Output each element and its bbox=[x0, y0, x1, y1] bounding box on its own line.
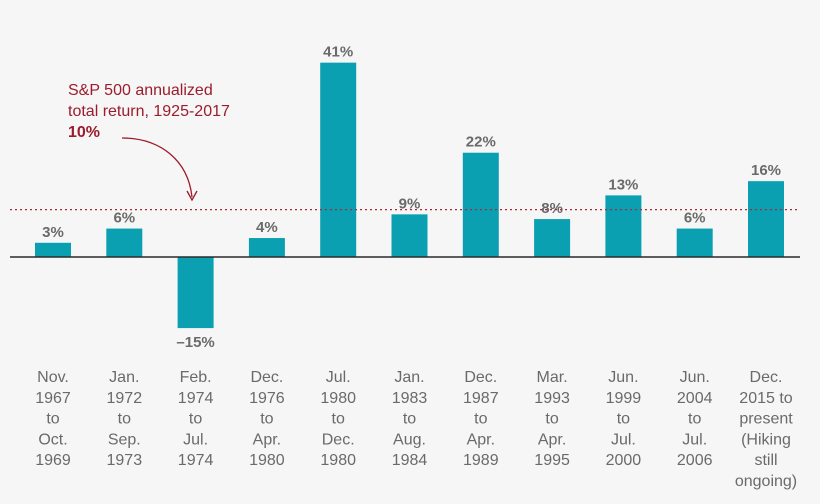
category-label: to bbox=[189, 411, 202, 428]
category-label: to bbox=[403, 411, 416, 428]
category-label: 1995 bbox=[534, 452, 570, 469]
bar-value-label: 13% bbox=[608, 176, 638, 193]
category-label: Dec. bbox=[464, 369, 497, 386]
category-label: Jul. bbox=[326, 369, 351, 386]
category-label: Mar. bbox=[537, 369, 568, 386]
bar bbox=[676, 228, 713, 257]
bar-value-label: –15% bbox=[176, 334, 214, 351]
annotation-line-2: total return, 1925-2017 bbox=[68, 103, 230, 120]
bar-value-label: 9% bbox=[399, 195, 421, 212]
category-label: still bbox=[754, 452, 777, 469]
bar bbox=[534, 219, 571, 257]
category-label: Jan. bbox=[109, 369, 139, 386]
annotation-arrow bbox=[121, 137, 193, 198]
bar-value-label: 41% bbox=[323, 44, 353, 61]
bar-value-label: 4% bbox=[256, 219, 278, 236]
category-label: to bbox=[260, 411, 273, 428]
category-labels-group: Nov. 1967 to Oct. 1969 Jan. 1972 to Sep. 1973 Feb.… bbox=[35, 369, 797, 490]
bar bbox=[35, 242, 71, 257]
bar-value-label: 6% bbox=[113, 210, 135, 227]
bar-value-label: 3% bbox=[42, 224, 64, 241]
category-label: 1976 bbox=[249, 390, 285, 407]
bars-group bbox=[35, 62, 784, 329]
category-label: to bbox=[474, 411, 487, 428]
bar bbox=[748, 181, 784, 257]
category-label: to bbox=[118, 411, 131, 428]
category-label: Jul. bbox=[183, 431, 208, 448]
category-label: 1972 bbox=[107, 390, 143, 407]
category-label: 1989 bbox=[463, 452, 499, 469]
category-label: Dec. bbox=[750, 369, 783, 386]
category-label: 1987 bbox=[463, 390, 499, 407]
category-label: 2006 bbox=[677, 452, 713, 469]
category-label: Jun. bbox=[608, 369, 638, 386]
bar-value-label: 8% bbox=[541, 200, 563, 217]
bar-value-label: 6% bbox=[684, 210, 706, 227]
category-label: 1984 bbox=[392, 452, 428, 469]
category-label: Jul. bbox=[611, 431, 636, 448]
category-label: to bbox=[46, 411, 59, 428]
category-label: 1993 bbox=[534, 390, 570, 407]
category-label: ongoing) bbox=[735, 473, 797, 490]
annotation: S&P 500 annualized total return, 1925-20… bbox=[68, 82, 230, 202]
category-label: Dec. bbox=[250, 369, 283, 386]
category-label: 1969 bbox=[35, 452, 71, 469]
category-label: 1980 bbox=[320, 390, 356, 407]
category-label: 1999 bbox=[606, 390, 642, 407]
category-label: Sep. bbox=[108, 431, 141, 448]
category-label: Apr. bbox=[467, 431, 495, 448]
category-label: 1974 bbox=[178, 452, 214, 469]
category-label: to bbox=[332, 411, 345, 428]
bar bbox=[106, 228, 143, 257]
category-label: Apr. bbox=[538, 431, 566, 448]
category-label: Oct. bbox=[38, 431, 67, 448]
bar-value-label: 16% bbox=[751, 162, 781, 179]
annotation-value: 10% bbox=[68, 124, 100, 141]
bar bbox=[248, 238, 285, 257]
bar bbox=[320, 62, 357, 257]
annotation-line-1: S&P 500 annualized bbox=[68, 82, 213, 99]
category-label: (Hiking bbox=[741, 431, 791, 448]
category-label: 1974 bbox=[178, 390, 214, 407]
category-label: 2015 to bbox=[739, 390, 792, 407]
bar bbox=[462, 152, 499, 257]
bar bbox=[177, 257, 214, 329]
category-label: 1980 bbox=[320, 452, 356, 469]
category-label: 2000 bbox=[606, 452, 642, 469]
category-label: 1973 bbox=[107, 452, 143, 469]
category-label: Jun. bbox=[680, 369, 710, 386]
category-label: to bbox=[545, 411, 558, 428]
category-label: Aug. bbox=[393, 431, 426, 448]
category-label: Nov. bbox=[37, 369, 69, 386]
category-label: Dec. bbox=[322, 431, 355, 448]
category-label: present bbox=[739, 411, 793, 428]
category-label: Feb. bbox=[180, 369, 212, 386]
value-labels-group: 3% 6% –15% 4% 41% 9% 22% 8% 13% 6% 16% bbox=[42, 44, 781, 351]
category-label: 1967 bbox=[35, 390, 71, 407]
category-label: to bbox=[688, 411, 701, 428]
annotation-arrowhead bbox=[186, 190, 198, 202]
bar-value-label: 22% bbox=[466, 134, 496, 151]
category-label: Jan. bbox=[394, 369, 424, 386]
bar bbox=[605, 195, 642, 257]
bar bbox=[391, 214, 428, 257]
category-label: to bbox=[617, 411, 630, 428]
category-label: 1980 bbox=[249, 452, 285, 469]
category-label: 2004 bbox=[677, 390, 713, 407]
category-label: Jul. bbox=[682, 431, 707, 448]
category-label: Apr. bbox=[253, 431, 281, 448]
category-label: 1983 bbox=[392, 390, 428, 407]
